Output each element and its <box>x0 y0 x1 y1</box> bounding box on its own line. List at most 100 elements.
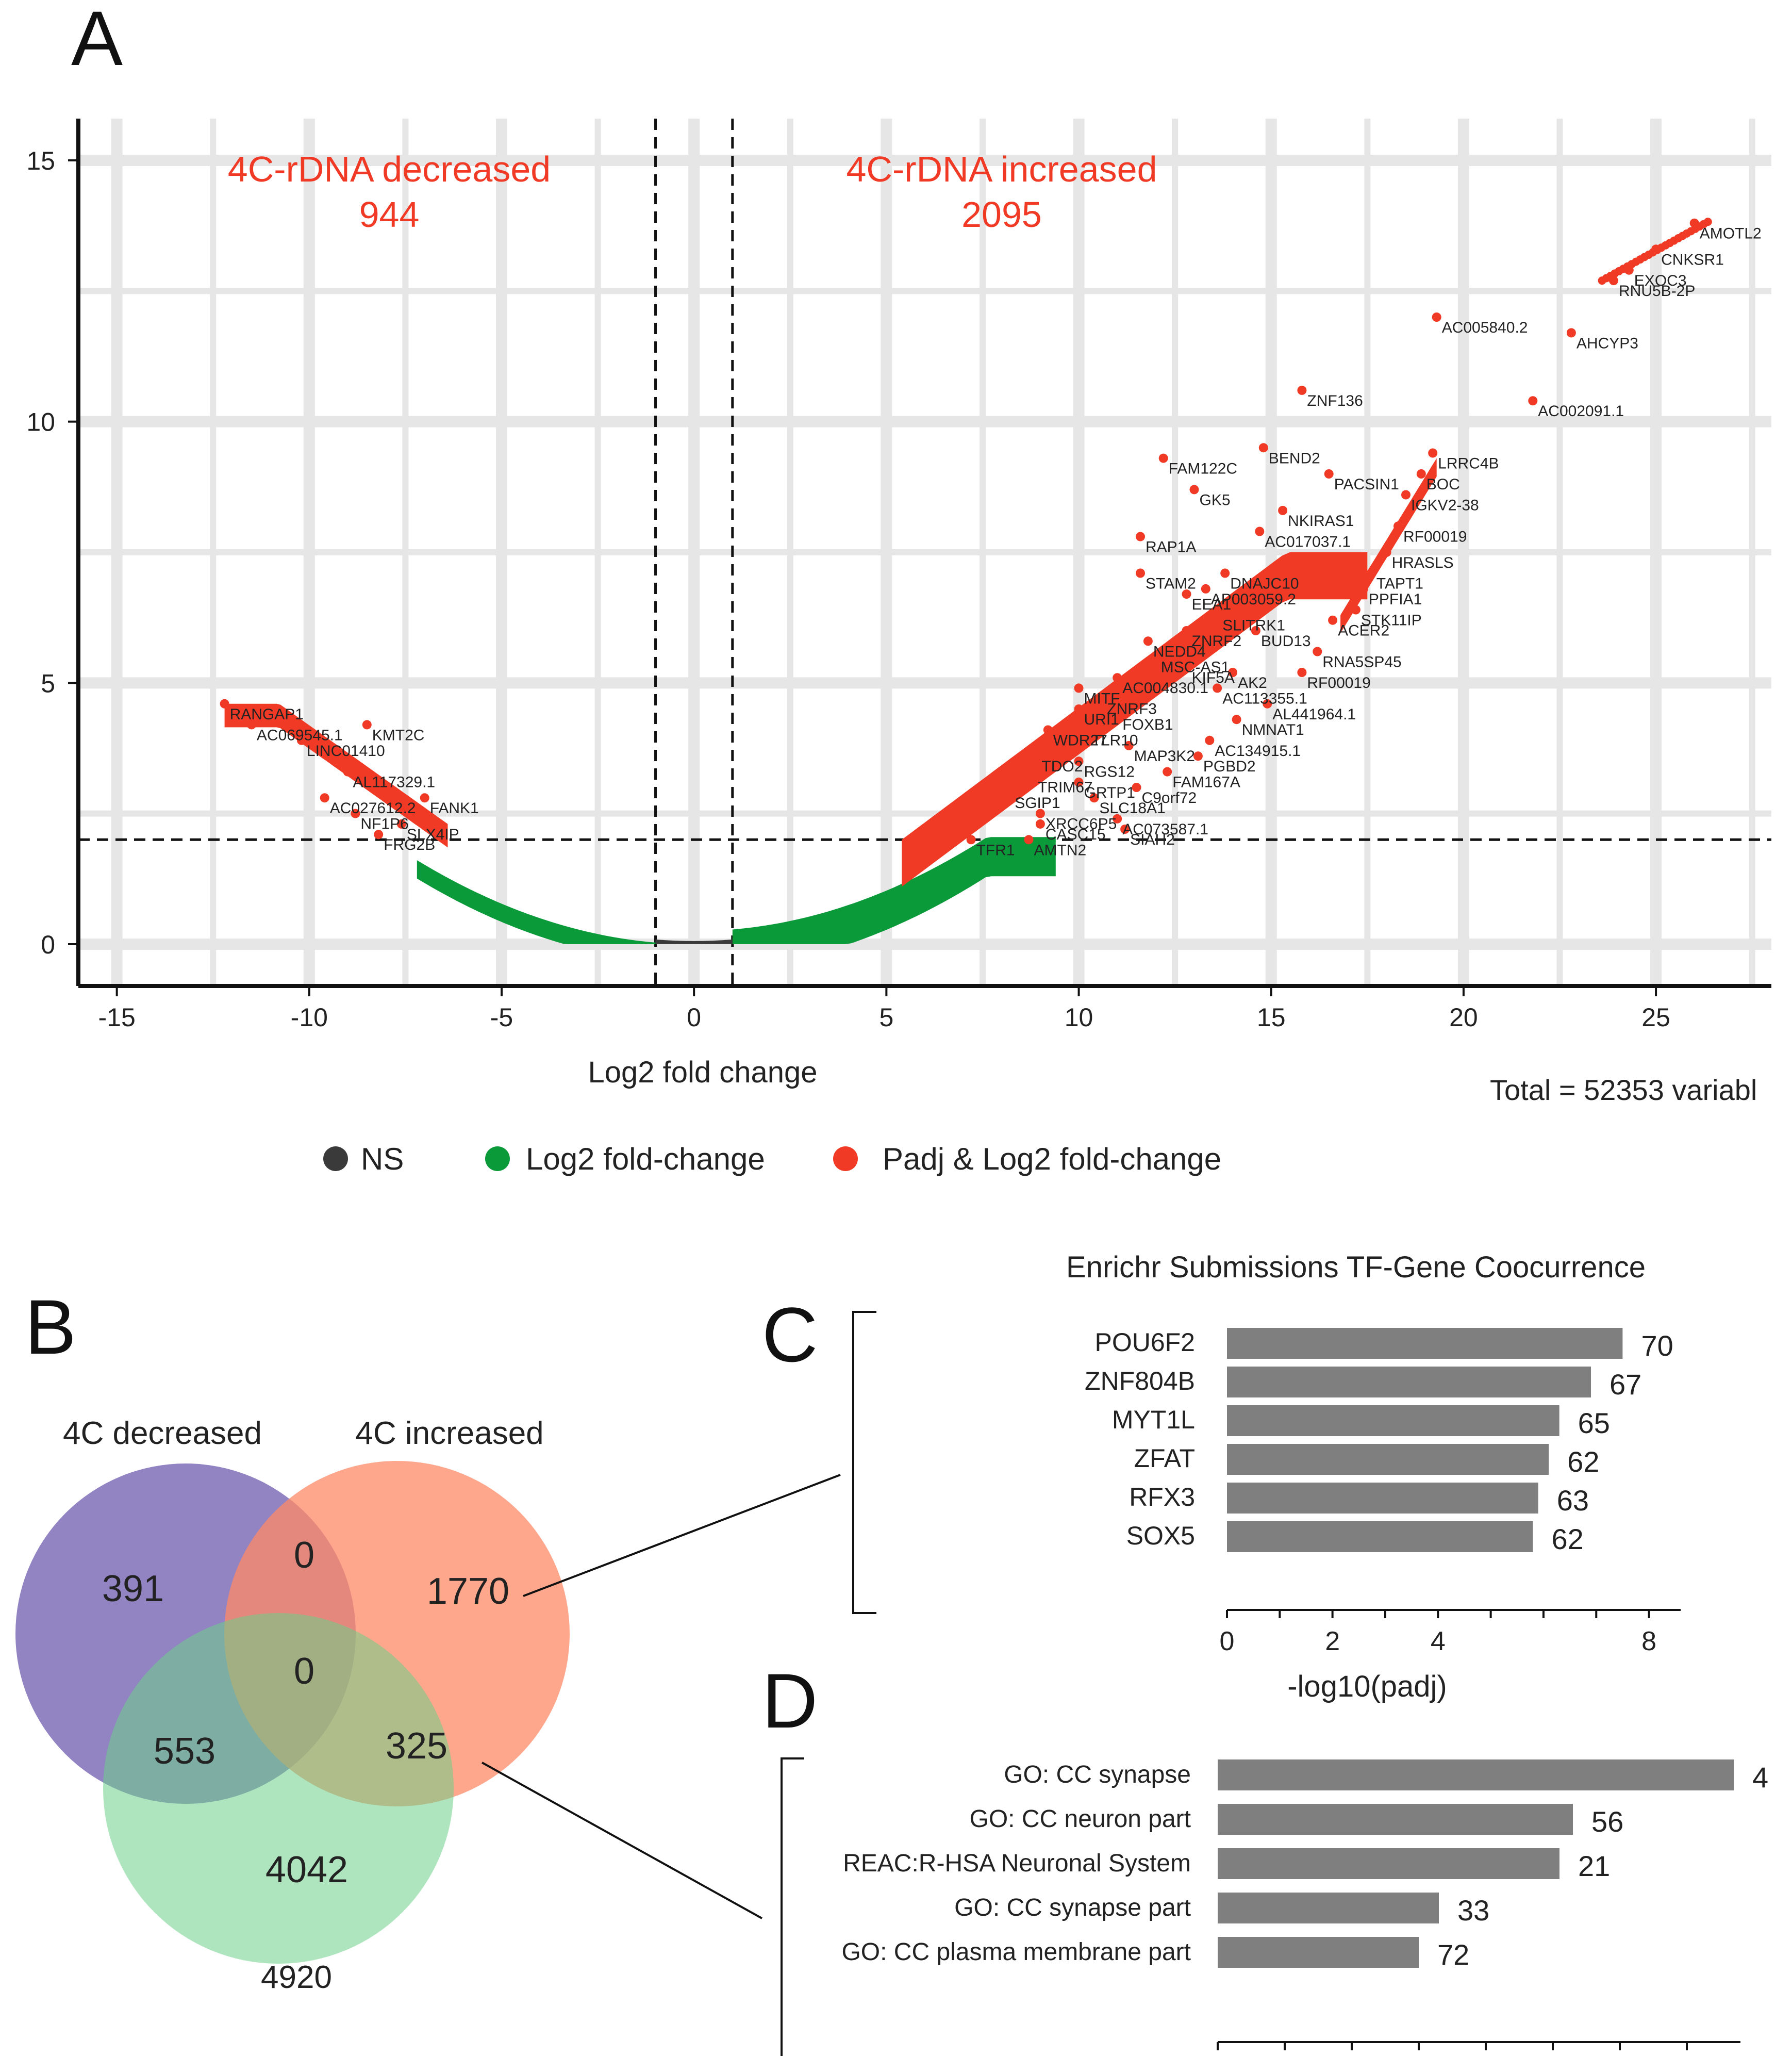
venn-set-decreased: 4C decreased <box>63 1416 262 1451</box>
gene-label: FOXB1 <box>1122 716 1173 733</box>
legend-ns-label: NS <box>361 1142 404 1176</box>
venn-third-circle <box>103 1613 454 1964</box>
gene-label: ACER2 <box>1338 622 1389 639</box>
gene-point <box>1151 652 1160 662</box>
gene-point <box>1182 589 1191 599</box>
bar-value-label: 70 <box>1641 1329 1673 1362</box>
gene-label: PPFIA1 <box>1369 591 1422 608</box>
log2fc-cloud-right <box>732 837 1056 944</box>
gene-point <box>1097 694 1107 703</box>
gene-label: AC017037.1 <box>1265 534 1351 551</box>
gene-point <box>374 830 384 840</box>
legend: NS Log2 fold-change Padj & Log2 fold-cha… <box>323 1142 1221 1176</box>
gene-label: PACSIN1 <box>1334 476 1399 493</box>
gene-label: AC004830.1 <box>1122 680 1208 697</box>
panel-c-bracket <box>852 1311 876 1614</box>
gene-point <box>1258 443 1268 453</box>
gene-label: TLR10 <box>1092 732 1138 749</box>
gene-label: RF00019 <box>1307 675 1370 692</box>
gene-point <box>1120 825 1130 834</box>
gene-label: RAP1A <box>1146 539 1196 556</box>
gene-point <box>1566 328 1576 338</box>
gene-label: AHCYP3 <box>1577 335 1638 352</box>
gene-label: BOC <box>1426 476 1460 493</box>
gene-point <box>1182 626 1191 635</box>
gene-label: MSC-AS1 <box>1161 659 1230 676</box>
category-label: RFX3 <box>1129 1483 1195 1511</box>
gene-label: AC027612.2 <box>330 800 416 817</box>
gene-point <box>1074 704 1084 714</box>
gene-label: NEDD4 <box>1153 643 1206 660</box>
gene-point <box>1074 756 1084 766</box>
bar <box>1218 1804 1573 1835</box>
gene-point <box>1189 485 1199 495</box>
gene-label: LINC01410 <box>307 743 385 760</box>
gene-point <box>1220 568 1230 578</box>
gene-label: AC073587.1 <box>1122 821 1208 838</box>
gene-label: SLITRK1 <box>1222 617 1285 634</box>
gene-point <box>1358 584 1368 594</box>
bar-value-label: 56 <box>1591 1805 1623 1838</box>
gene-label: STK11IP <box>1361 612 1422 629</box>
gene-point <box>1182 662 1191 672</box>
gene-label: SIAH2 <box>1130 831 1175 848</box>
gene-point <box>1005 788 1015 798</box>
gene-label: TAPT1 <box>1376 575 1423 593</box>
gene-label: FAM122C <box>1169 460 1237 478</box>
gene-point <box>1113 814 1122 824</box>
log2fc-cloud-left <box>417 860 656 944</box>
gene-label: BUD13 <box>1261 633 1311 650</box>
padj-cloud-left <box>224 703 448 848</box>
gene-label: AK2 <box>1238 675 1267 692</box>
y-tick-label: 10 <box>26 408 55 437</box>
category-label: GO: CC plasma membrane part <box>841 1938 1191 1966</box>
gene-point <box>1082 725 1091 735</box>
volcano-grid <box>78 119 1771 986</box>
gene-point <box>296 735 306 745</box>
x-axis-label: Log2 fold change <box>588 1056 817 1089</box>
bar-x-tick-label: 0 <box>1220 1626 1235 1656</box>
gene-point <box>1416 469 1426 479</box>
gene-label: CNKSR1 <box>1661 251 1724 268</box>
gene-point <box>1297 385 1307 395</box>
bar-value-label: 4 <box>1752 1761 1768 1794</box>
x-tick-label: 0 <box>687 1003 701 1032</box>
gene-point <box>1401 490 1411 500</box>
gene-label: HRASLS <box>1392 554 1454 571</box>
gene-label: AMOTL2 <box>1700 225 1762 242</box>
gene-label: RNU5B-2P <box>1619 283 1695 300</box>
gene-label: RGS12 <box>1084 763 1135 780</box>
bar <box>1227 1521 1533 1552</box>
legend-padj-label: Padj & Log2 fold-change <box>883 1142 1221 1176</box>
gene-point <box>362 720 372 730</box>
gene-label: FRG2B <box>384 836 435 853</box>
ns-cloud <box>655 939 733 944</box>
gene-point <box>1024 835 1034 845</box>
gene-point <box>1328 615 1338 625</box>
gene-point <box>1228 668 1238 677</box>
total-caption: Total = 52353 variabl <box>1490 1074 1757 1106</box>
gene-point <box>1528 396 1538 406</box>
gene-label: WDR27 <box>1053 732 1107 749</box>
gene-point <box>1136 532 1145 541</box>
gene-label: TFR1 <box>976 842 1015 859</box>
bar-value-label: 63 <box>1557 1484 1589 1517</box>
gene-point <box>1297 668 1307 677</box>
gene-point <box>1074 683 1084 693</box>
gene-point <box>1113 710 1122 719</box>
decreased-label: 4C-rDNA decreased <box>228 149 551 189</box>
bar <box>1227 1328 1623 1359</box>
gene-point <box>1213 610 1222 620</box>
bar-value-label: 65 <box>1578 1407 1610 1439</box>
gene-point <box>1158 453 1168 463</box>
panel-d-label: D <box>762 1657 818 1744</box>
y-tick-label: 5 <box>41 669 55 698</box>
gene-label: GK5 <box>1200 491 1231 508</box>
bar <box>1218 1893 1439 1923</box>
gene-label: DNAJC10 <box>1230 575 1299 593</box>
gene-label: AC005840.2 <box>1442 319 1528 336</box>
category-label: GO: CC synapse <box>1004 1761 1191 1788</box>
panel-b-label: B <box>25 1284 76 1370</box>
panel-d-bracket <box>781 1757 804 2056</box>
